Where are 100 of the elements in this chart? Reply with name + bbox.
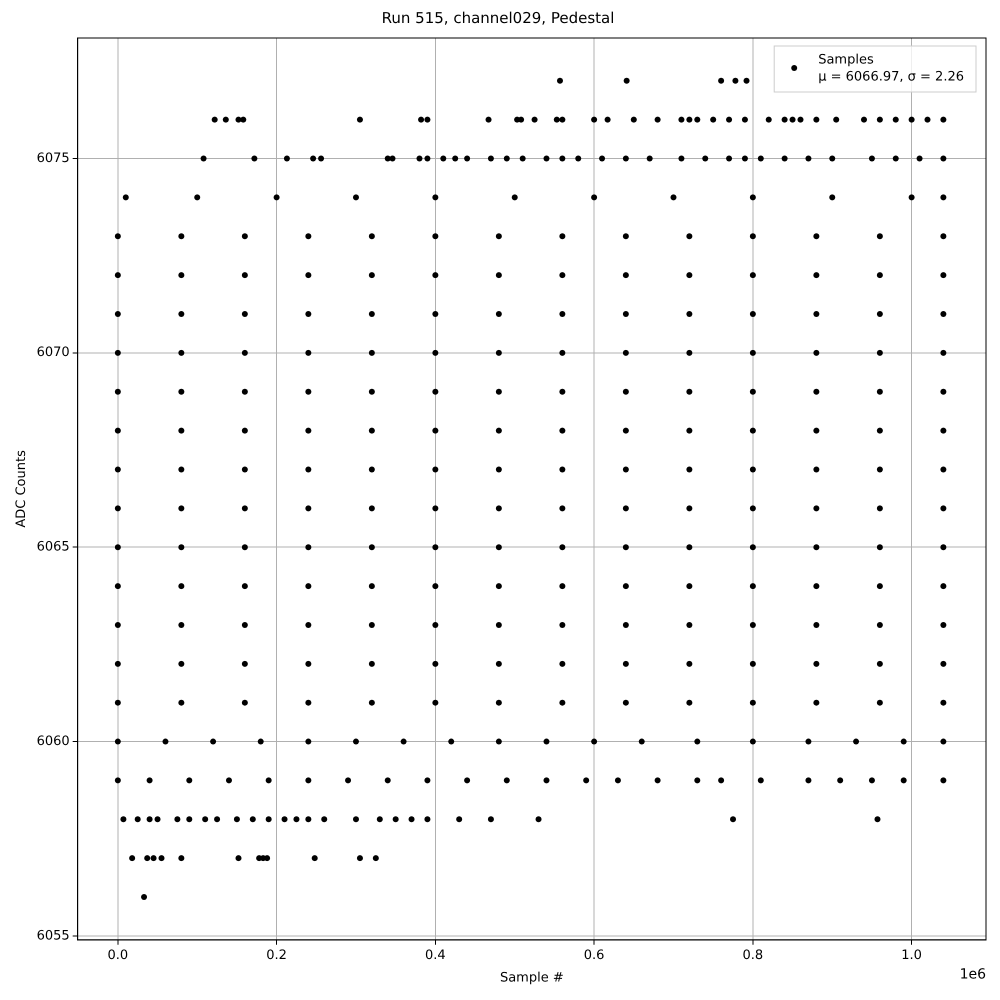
point [559,310,566,317]
point [543,777,550,784]
point [622,700,629,706]
point [750,350,756,356]
point [876,272,883,278]
point [150,855,157,862]
point [496,738,502,745]
point [583,777,590,784]
point [940,350,946,356]
point [622,272,629,278]
point [813,660,820,667]
point [520,156,526,162]
point [908,116,915,123]
point [293,816,300,822]
point [305,505,312,512]
point [504,777,510,784]
point [202,816,208,822]
point [226,777,232,784]
point [210,738,216,745]
point [266,777,272,784]
point [368,700,375,706]
y-tick-label: 6070 [36,345,70,360]
point [305,350,312,356]
point [813,350,820,356]
point [940,777,946,784]
point [178,233,184,240]
point [504,156,510,162]
point [599,156,606,162]
point [496,544,502,550]
point [876,233,883,240]
point [554,116,560,123]
point [496,466,502,472]
point [432,583,438,590]
point [750,583,756,590]
point [456,816,462,822]
point [305,428,312,434]
point [274,194,280,200]
point [622,505,629,512]
point [368,428,375,434]
point [310,156,316,162]
point [604,116,611,123]
point [305,583,312,590]
point [559,116,566,123]
point [702,156,708,162]
point [556,78,563,84]
point [162,738,168,745]
point [122,194,129,200]
point [432,505,438,512]
point [868,156,875,162]
point [940,738,946,745]
point [750,310,756,317]
point [432,622,438,628]
point [496,583,502,590]
point [242,428,248,434]
point [178,310,184,317]
point [813,272,820,278]
point [432,233,438,240]
point [710,116,716,123]
point [536,816,542,822]
point [418,116,424,123]
point [496,660,502,667]
point [178,583,184,590]
point [686,700,692,706]
point [591,738,598,745]
point [686,583,692,590]
point [876,583,883,590]
point [876,660,883,667]
point [114,777,121,784]
point [144,855,150,862]
point [258,738,264,745]
point [214,816,220,822]
point [368,622,375,628]
point [813,310,820,317]
point [178,544,184,550]
text: 1e6 [960,966,986,982]
point [496,428,502,434]
point [813,583,820,590]
point [356,855,363,862]
point [940,660,946,667]
x-tick-label: 0.4 [425,948,446,963]
point [718,777,724,784]
point [622,544,629,550]
point [622,350,629,356]
point [718,78,724,84]
point [178,622,184,628]
point [559,505,566,512]
point [186,777,192,784]
point [813,233,820,240]
point [614,777,621,784]
point [559,350,566,356]
point [532,116,538,123]
point [114,272,121,278]
y-tick-label: 6055 [36,928,70,944]
point [750,233,756,240]
point [424,816,430,822]
point [432,544,438,550]
point [744,78,750,84]
point [726,116,732,123]
point [694,116,700,123]
point [222,116,229,123]
